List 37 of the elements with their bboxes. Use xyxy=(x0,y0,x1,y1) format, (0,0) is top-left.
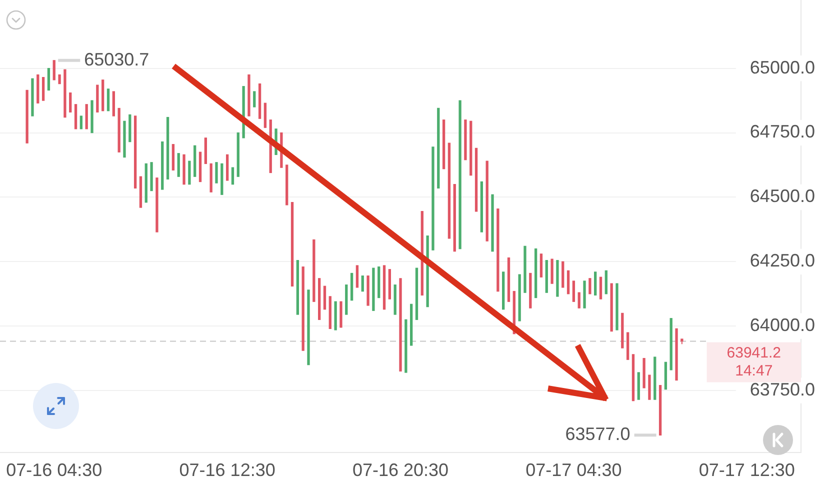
candlestick xyxy=(188,160,191,185)
y-tick-label: 64500.0 xyxy=(750,186,815,206)
candlestick xyxy=(69,92,72,112)
candlestick xyxy=(356,265,359,288)
candlestick xyxy=(540,254,543,278)
candlestick xyxy=(177,153,180,177)
candlestick xyxy=(106,88,110,112)
x-tick-label: 07-16 20:30 xyxy=(352,460,449,480)
candlestick xyxy=(588,278,592,294)
candlestick xyxy=(253,91,256,108)
y-tick-label: 63750.0 xyxy=(750,380,815,400)
candlestick xyxy=(594,272,597,296)
x-tick-label: 07-17 04:30 xyxy=(526,460,622,480)
candlestick xyxy=(604,270,608,294)
x-tick-label: 07-16 12:30 xyxy=(179,460,276,480)
candlestick xyxy=(361,275,364,292)
x-tick-label: 07-17 12:30 xyxy=(698,460,795,480)
candlestick xyxy=(52,60,56,80)
candlestick xyxy=(231,167,234,185)
y-tick-label: 65000.0 xyxy=(750,57,815,78)
annotation: 65030.7 xyxy=(84,49,150,70)
candlestick xyxy=(578,292,580,308)
candlestick xyxy=(58,74,61,84)
candlestick xyxy=(323,286,326,310)
y-tick-label: 64750.0 xyxy=(750,122,815,142)
x-tick-label: 07-16 04:30 xyxy=(6,460,102,480)
candlestick xyxy=(47,68,50,91)
candlestick xyxy=(566,270,570,294)
candlestick xyxy=(80,116,83,130)
candlestick xyxy=(42,77,45,101)
annotation: 14:47 xyxy=(735,362,773,380)
y-tick-label: 64250.0 xyxy=(750,250,815,271)
candlestick xyxy=(599,276,602,300)
annotation: 63577.0 xyxy=(565,424,630,444)
candlestick xyxy=(572,280,576,302)
y-tick-label: 64000.0 xyxy=(750,315,815,336)
ref-line-label: 63941.2 xyxy=(726,344,782,362)
